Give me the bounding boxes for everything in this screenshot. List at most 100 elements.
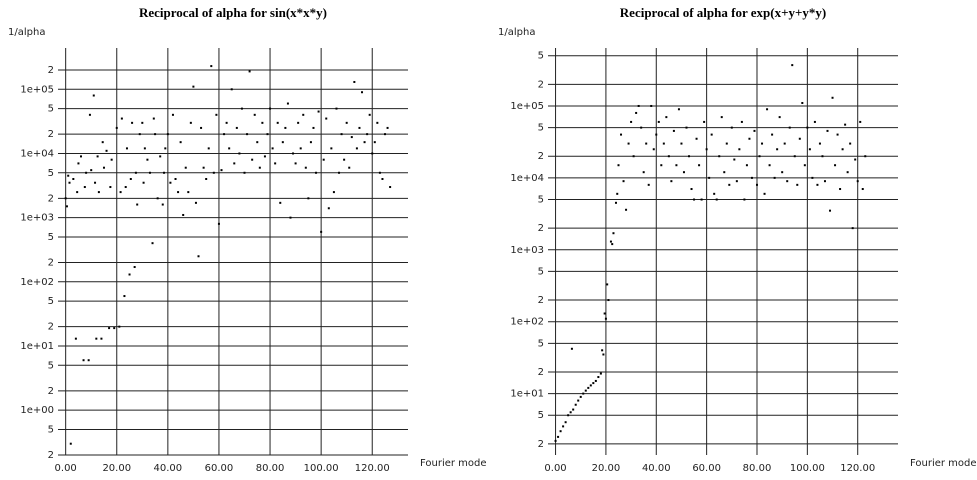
data-point (695, 137, 698, 140)
data-point (841, 148, 844, 151)
data-point (233, 162, 236, 165)
data-point (141, 121, 144, 124)
data-point (266, 133, 269, 136)
data-point (274, 162, 277, 165)
chart-title: Reciprocal of alpha for sin(x*x*y) (139, 5, 327, 20)
y-tick-label: 5 (538, 266, 544, 277)
data-point (332, 191, 335, 194)
data-point (65, 205, 68, 208)
x-tick-label: 40.00 (642, 463, 671, 474)
data-point (864, 155, 867, 158)
data-point (625, 208, 628, 211)
data-point (708, 176, 711, 179)
data-point (778, 116, 781, 119)
data-point (710, 133, 713, 136)
data-point (123, 295, 126, 298)
data-point (223, 133, 226, 136)
scatter-panel: Reciprocal of alpha for exp(x+y+y*y) 1/al… (498, 5, 977, 474)
data-point (256, 141, 259, 144)
data-point (302, 113, 305, 116)
data-point (630, 120, 633, 123)
data-point (811, 176, 814, 179)
data-point (169, 181, 172, 184)
data-point (587, 386, 590, 389)
x-tick-label: 80.00 (256, 463, 285, 474)
data-point (559, 430, 562, 433)
data-point (134, 171, 137, 174)
data-point (238, 152, 241, 155)
data-point (637, 104, 640, 107)
data-point (761, 142, 764, 145)
data-point (592, 382, 595, 385)
data-point (108, 327, 111, 330)
data-point (655, 133, 658, 136)
data-point (164, 147, 167, 150)
data-point (210, 65, 213, 68)
data-point (577, 399, 580, 402)
data-point (652, 148, 655, 151)
data-point (821, 155, 824, 158)
data-point (725, 142, 728, 145)
data-point (174, 177, 177, 180)
data-point (776, 148, 779, 151)
data-point (723, 171, 726, 174)
x-tick-label: 40.00 (154, 463, 183, 474)
data-point (831, 96, 834, 99)
data-point (263, 155, 266, 158)
y-tick-label: 1e+04 (510, 173, 544, 184)
data-point (371, 152, 374, 155)
data-point (645, 142, 648, 145)
data-point (642, 171, 645, 174)
data-point (783, 142, 786, 145)
data-point (373, 141, 376, 144)
data-point (353, 80, 356, 83)
data-point (602, 353, 605, 356)
data-point (286, 102, 289, 105)
data-point (788, 126, 791, 129)
data-point (90, 169, 93, 172)
y-tick-label: 1e+02 (20, 277, 54, 288)
data-point (682, 171, 685, 174)
data-point (325, 117, 328, 120)
data-point (766, 108, 769, 111)
data-point (294, 162, 297, 165)
data-point (635, 111, 638, 114)
data-point (755, 183, 758, 186)
data-point (338, 171, 341, 174)
data-point (187, 191, 190, 194)
data-point (368, 113, 371, 116)
data-point (240, 107, 243, 110)
data-point (612, 232, 615, 235)
data-point (87, 359, 90, 362)
data-point (728, 183, 731, 186)
data-point (720, 116, 723, 119)
data-point (88, 113, 91, 116)
data-point (675, 164, 678, 167)
data-point (317, 110, 320, 113)
scatter-panel: Reciprocal of alpha for sin(x*x*y) 1/alph… (8, 5, 487, 474)
data-point (750, 176, 753, 179)
data-point (705, 148, 708, 151)
data-point (246, 133, 249, 136)
data-point (801, 101, 804, 104)
data-point (276, 121, 279, 124)
data-point (570, 347, 573, 350)
y-tick-label: 2 (48, 193, 54, 204)
data-point (620, 133, 623, 136)
data-point (703, 120, 706, 123)
y-tick-label: 5 (538, 410, 544, 421)
data-point (763, 192, 766, 195)
data-point (284, 126, 287, 129)
data-point (662, 142, 665, 145)
data-point (740, 120, 743, 123)
data-point (622, 180, 625, 183)
y-tick-label: 5 (538, 51, 544, 62)
data-point (813, 120, 816, 123)
data-point (205, 177, 208, 180)
data-point (230, 88, 233, 91)
data-point (781, 171, 784, 174)
data-point (271, 147, 274, 150)
data-point (348, 166, 351, 169)
data-point (95, 337, 98, 340)
